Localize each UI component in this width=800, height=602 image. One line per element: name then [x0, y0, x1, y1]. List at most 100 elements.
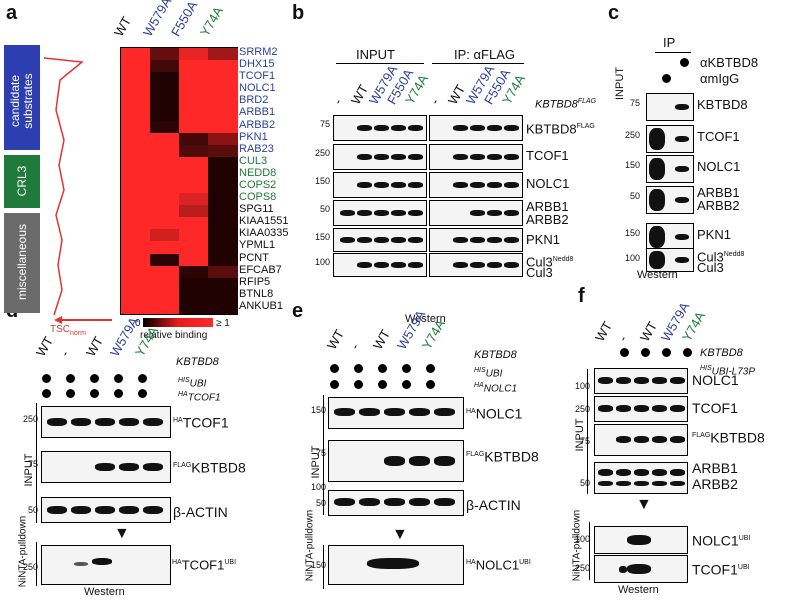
legend-max: ≥ 1	[216, 318, 230, 329]
blot	[594, 368, 688, 394]
band	[619, 566, 627, 573]
band	[374, 154, 389, 160]
lane-dot	[620, 348, 629, 357]
heatmap-cell	[150, 144, 180, 158]
heatmap-legend-bar	[143, 318, 213, 327]
band	[470, 125, 485, 131]
input-blot	[333, 228, 427, 252]
input-header: INPUT	[614, 67, 626, 100]
blot	[41, 497, 171, 523]
input-side-label: INPUT	[310, 445, 322, 479]
lane-dot	[330, 364, 339, 373]
band	[504, 182, 519, 188]
row-label: FLAGKBTBD8	[173, 459, 246, 476]
heatmap-cell	[121, 120, 151, 134]
heatmap-cell	[179, 253, 209, 267]
heatmap-cell	[121, 60, 151, 73]
ip-band	[675, 104, 689, 110]
heatmap-cell	[121, 168, 151, 182]
band	[340, 210, 355, 216]
band	[504, 125, 519, 131]
lane-dot	[402, 380, 411, 389]
heatmap-cell	[150, 72, 180, 85]
input-header: INPUT	[356, 47, 395, 62]
blot	[646, 125, 694, 153]
input-band	[649, 189, 665, 211]
row-label: BRD2	[239, 94, 269, 107]
heatmap-cell	[208, 156, 238, 170]
band	[470, 182, 485, 188]
heatmap-cell	[150, 120, 180, 134]
band	[391, 210, 406, 216]
row-label: KBTBD8FLAG	[526, 121, 595, 137]
band	[47, 506, 67, 514]
band	[652, 436, 667, 443]
construct-label: KBTBD8	[176, 356, 219, 368]
band	[391, 237, 406, 243]
band	[357, 154, 372, 160]
ip-band	[675, 197, 689, 203]
band	[504, 262, 519, 268]
western-footer: Western	[618, 584, 659, 596]
column-label: WT	[111, 13, 135, 40]
lane-dot	[378, 364, 387, 373]
lane-dot	[426, 364, 435, 373]
band	[487, 210, 502, 216]
band	[470, 210, 485, 216]
construct-label: KBTBD8	[700, 347, 743, 359]
lane-label: WT	[637, 318, 661, 344]
row-label: TCOF1	[526, 148, 569, 163]
heatmap-cell	[208, 84, 238, 97]
mw-marker: 250	[314, 148, 330, 158]
heatmap-cell	[150, 168, 180, 182]
mw-marker: 250	[574, 404, 590, 414]
heatmap-cell	[179, 277, 209, 291]
band	[384, 498, 405, 506]
band	[408, 262, 423, 268]
row-label-2: Cul3	[526, 265, 553, 280]
heatmap-cell	[150, 265, 180, 279]
ip-blot	[429, 144, 523, 170]
row-label: BTNL8	[239, 287, 274, 300]
row-label: HANOLC1	[466, 405, 523, 422]
band	[616, 377, 631, 384]
heatmap-cell	[150, 205, 180, 218]
down-arrow: ▼	[636, 496, 652, 513]
antibody-2: αmIgG	[700, 71, 740, 86]
heatmap-cell	[179, 96, 209, 109]
heatmap-cell	[208, 205, 238, 218]
blot	[328, 490, 464, 516]
band	[119, 418, 139, 426]
row-label: ANKUB1	[239, 299, 284, 312]
pulldown-side-label: NiNTA-pulldown	[17, 515, 29, 588]
heatmap-cell	[208, 96, 238, 109]
row-label: Cul3Nedd8	[697, 249, 745, 265]
mw-marker: 50	[27, 505, 38, 515]
lane-label: -	[615, 332, 631, 344]
row-label: NOLC1	[239, 82, 276, 95]
mw-marker: 75	[27, 459, 38, 469]
row-label: SPG11	[239, 203, 274, 216]
western-footer: Western	[405, 313, 446, 325]
group-label: CRL3	[15, 165, 29, 197]
lane-dot	[138, 374, 147, 383]
row-label-2: ARBB2	[692, 476, 738, 492]
heatmap-cell	[208, 301, 238, 315]
column-label: Y74A	[197, 3, 226, 40]
band	[453, 237, 468, 243]
heatmap-cell	[179, 132, 209, 146]
heatmap-cell	[179, 181, 209, 194]
lane-dot	[330, 380, 339, 389]
mw-marker: 150	[310, 405, 326, 415]
lane-dot	[354, 380, 363, 389]
heatmap-cell	[121, 84, 151, 97]
heatmap-grid	[120, 47, 238, 315]
band	[598, 481, 613, 486]
band	[408, 237, 423, 243]
ip-blot	[429, 253, 523, 277]
heatmap-cell	[208, 60, 238, 73]
heatmap-cell	[121, 181, 151, 194]
mw-marker: 50	[629, 191, 640, 201]
heatmap-cell	[179, 72, 209, 85]
mw-marker: 75	[319, 119, 330, 129]
